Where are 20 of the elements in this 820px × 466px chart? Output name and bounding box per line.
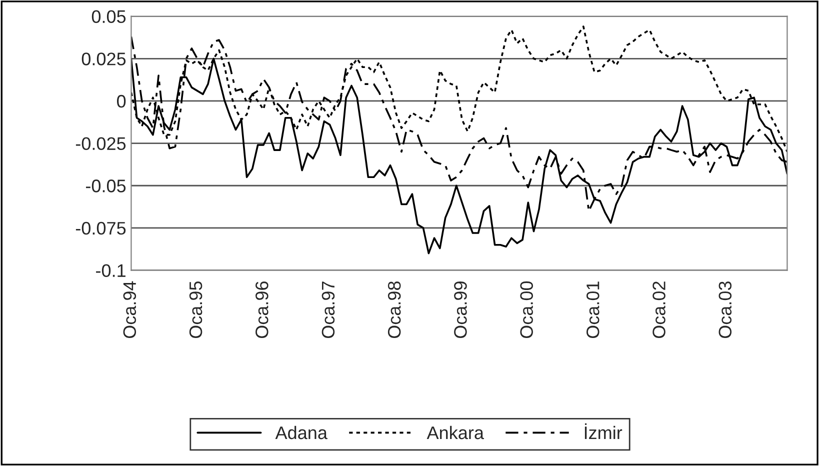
y-tick-label: -0.025: [76, 137, 126, 150]
y-tick-label: -0.075: [76, 222, 126, 235]
x-tick-label: Oca.96: [256, 281, 268, 338]
y-tick-label: -0.1: [96, 264, 126, 277]
legend-label: Ankara: [426, 426, 484, 440]
x-tick-label: Oca.03: [718, 281, 732, 338]
y-tick-label: 0: [117, 94, 126, 108]
x-tick-label: Oca.94: [123, 281, 136, 338]
x-tick-label: Oca.98: [388, 281, 401, 338]
y-tick-label: 0.025: [82, 52, 126, 66]
y-tick-label: 0.05: [92, 10, 126, 24]
legend-label: Adana: [275, 426, 328, 440]
x-tick-label: Oca.00: [520, 281, 533, 338]
x-tick-label: Oca.02: [652, 282, 666, 338]
y-tick-label: -0.05: [86, 180, 126, 192]
x-tick-label: Oca.95: [189, 281, 202, 338]
legend-label: İzmir: [584, 423, 622, 440]
x-tick-label: Oca.97: [322, 282, 335, 338]
x-tick-label: Oca.01: [586, 282, 600, 338]
x-tick-label: Oca.99: [454, 282, 467, 338]
